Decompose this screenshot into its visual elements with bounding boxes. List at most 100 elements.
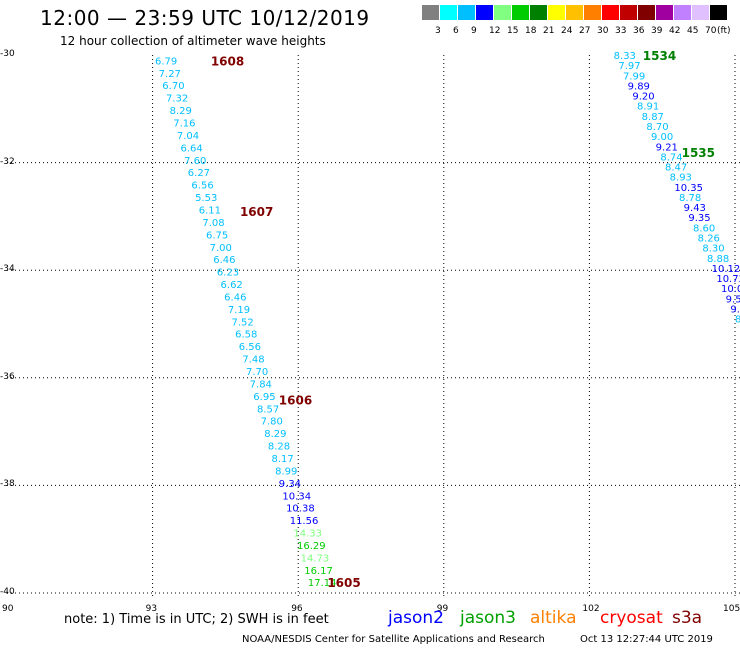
- wave-height-value: 7.84: [250, 379, 272, 390]
- credit-line: NOAA/NESDIS Center for Satellite Applica…: [242, 634, 545, 645]
- wave-height-value: 7.08: [202, 218, 224, 229]
- latitude-tick-label: -36: [0, 371, 15, 382]
- wave-height-value: 10.34: [282, 491, 311, 502]
- wave-height-value: 6.23: [217, 268, 239, 279]
- wave-height-value: 10.72: [716, 274, 740, 285]
- satellite-name-jason2: jason2: [388, 608, 444, 628]
- wave-height-value: 9.34: [279, 479, 301, 490]
- wave-height-value: 8.78: [679, 193, 701, 204]
- scale-swatch: [476, 5, 493, 20]
- scale-label: 70: [705, 26, 717, 36]
- wave-height-value: 11.56: [290, 516, 319, 527]
- scale-swatch: [692, 5, 709, 20]
- wave-height-value: 8.93: [670, 173, 692, 184]
- wave-height-value: 9.35: [688, 213, 710, 224]
- wave-height-value: 7.52: [231, 317, 253, 328]
- wave-height-value: 9.5: [726, 294, 740, 305]
- wave-height-value: 9.00: [651, 132, 673, 143]
- scale-swatch: [530, 5, 547, 20]
- wave-height-value: 8.99: [275, 466, 297, 477]
- wave-height-value: 6.79: [155, 56, 177, 67]
- wave-height-value: 9.: [730, 304, 740, 315]
- wave-height-value: 7.48: [242, 355, 264, 366]
- scale-swatch: [674, 5, 691, 20]
- scale-swatch: [602, 5, 619, 20]
- wave-height-value: 8.17: [272, 454, 294, 465]
- scale-label: 12: [489, 26, 501, 36]
- scale-label: 6: [453, 26, 459, 36]
- wave-height-value: 7.16: [173, 119, 195, 130]
- scale-swatch: [422, 5, 439, 20]
- wave-height-value: 9.43: [684, 203, 706, 214]
- scale-swatch: [584, 5, 601, 20]
- wave-height-value: 10.12: [712, 264, 740, 275]
- latitude-tick-label: -34: [0, 264, 15, 275]
- scale-swatch: [440, 5, 457, 20]
- wave-height-value: 6.75: [206, 230, 228, 241]
- latitude-tick-label: -32: [0, 156, 15, 167]
- scale-label: 18: [525, 26, 537, 36]
- latitude-tick-label: -40: [0, 587, 15, 597]
- longitude-tick-label: 90: [2, 604, 14, 614]
- wave-height-value: 8.87: [642, 112, 664, 123]
- scale-swatch: [656, 5, 673, 20]
- wave-height-value: 6.11: [199, 205, 221, 216]
- map-subtitle: 12 hour collection of altimeter wave hei…: [60, 34, 326, 48]
- wave-height-value: 8.33: [614, 51, 636, 62]
- wave-height-value: 7.99: [623, 71, 645, 82]
- scale-swatch: [566, 5, 583, 20]
- scale-label: 21: [543, 26, 555, 36]
- generation-timestamp: Oct 13 12:27:44 UTC 2019: [580, 634, 713, 645]
- longitude-tick-label: 99: [436, 604, 449, 614]
- wave-height-value: 6.95: [253, 392, 275, 403]
- wave-height-value: 8.57: [257, 404, 279, 415]
- wave-height-value: 8.29: [170, 106, 192, 117]
- longitude-tick-label: 105: [723, 604, 740, 614]
- scale-swatch: [494, 5, 511, 20]
- satellite-name-jason3: jason3: [460, 608, 516, 628]
- wave-height-value: 10.35: [674, 183, 703, 194]
- wave-height-value: 6.64: [181, 143, 203, 154]
- wave-height-value: 16.29: [297, 541, 326, 552]
- wave-height-value: 7.04: [177, 131, 199, 142]
- wave-height-value: 8.29: [264, 429, 286, 440]
- wave-height-value: 9.21: [656, 142, 678, 153]
- map-title: 12:00 — 23:59 UTC 10/12/2019: [40, 6, 370, 30]
- wave-height-value: 5.53: [195, 193, 217, 204]
- wave-height-value: 14.73: [301, 553, 330, 564]
- wave-height-value: 8.70: [646, 122, 668, 133]
- pass-number-label: 1606: [279, 393, 312, 407]
- latitude-tick-label: -38: [0, 479, 15, 490]
- scale-swatch: [548, 5, 565, 20]
- scale-label: 42: [669, 26, 681, 36]
- wave-height-value: 8.28: [268, 442, 290, 453]
- scale-swatch: [458, 5, 475, 20]
- wave-height-value: 7.70: [246, 367, 268, 378]
- wave-height-value: 8.30: [702, 244, 724, 255]
- wave-height-value: 6.70: [162, 81, 184, 92]
- satellite-name-cryosat: cryosat: [600, 608, 663, 628]
- satellite-name-altika: altika: [530, 608, 577, 628]
- pass-number-label: 1607: [240, 205, 273, 219]
- satellite-name-s3a: s3a: [672, 608, 703, 628]
- pass-number-label: 1535: [682, 146, 715, 160]
- wave-height-value: 7.97: [618, 61, 640, 72]
- scale-swatch: [638, 5, 655, 20]
- wave-height-value: 7.19: [228, 305, 250, 316]
- wave-height-value: 6.56: [191, 181, 213, 192]
- scale-swatch: [710, 5, 727, 20]
- wave-height-value: 8.26: [698, 234, 720, 245]
- scale-label: 45: [687, 26, 699, 36]
- wave-height-value: 8: [735, 315, 740, 326]
- scale-label: 24: [561, 26, 573, 36]
- wave-height-value: 7.80: [261, 417, 283, 428]
- scale-label: 27: [579, 26, 591, 36]
- wave-height-value: 17.14: [308, 578, 337, 589]
- wave-height-value: 10.38: [286, 504, 315, 515]
- wave-height-value: 6.56: [239, 342, 261, 353]
- scale-label: 30: [597, 26, 609, 36]
- scale-label: 36: [633, 26, 645, 36]
- scale-swatch: [512, 5, 529, 20]
- wave-height-value: 6.58: [235, 330, 257, 341]
- wave-height-value: 6.62: [221, 280, 243, 291]
